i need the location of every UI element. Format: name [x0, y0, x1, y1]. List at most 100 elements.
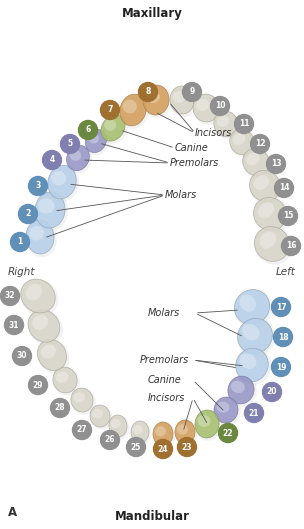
- Circle shape: [78, 121, 98, 140]
- Ellipse shape: [246, 152, 260, 165]
- Ellipse shape: [254, 226, 293, 264]
- Ellipse shape: [88, 133, 99, 143]
- Ellipse shape: [71, 388, 96, 415]
- Circle shape: [50, 398, 70, 417]
- Ellipse shape: [233, 133, 245, 145]
- Ellipse shape: [111, 419, 121, 428]
- Ellipse shape: [170, 86, 197, 117]
- Circle shape: [278, 206, 298, 225]
- Text: A: A: [8, 506, 17, 518]
- Text: 19: 19: [276, 362, 286, 371]
- Ellipse shape: [228, 376, 257, 407]
- Circle shape: [262, 382, 282, 402]
- Circle shape: [11, 233, 29, 251]
- Ellipse shape: [86, 130, 109, 155]
- Ellipse shape: [237, 318, 276, 357]
- Ellipse shape: [21, 279, 58, 316]
- Text: Molars: Molars: [148, 308, 180, 318]
- Ellipse shape: [109, 415, 127, 437]
- Ellipse shape: [254, 226, 290, 261]
- Ellipse shape: [35, 192, 65, 228]
- Ellipse shape: [123, 99, 137, 113]
- Text: 8: 8: [145, 87, 151, 96]
- Ellipse shape: [175, 420, 195, 444]
- Ellipse shape: [51, 171, 66, 186]
- Circle shape: [282, 236, 300, 256]
- Ellipse shape: [243, 148, 269, 176]
- Ellipse shape: [28, 309, 63, 345]
- Ellipse shape: [240, 353, 257, 369]
- Ellipse shape: [146, 90, 160, 103]
- Ellipse shape: [216, 115, 230, 127]
- Text: Premolars: Premolars: [140, 355, 189, 365]
- Text: 11: 11: [239, 120, 249, 129]
- Circle shape: [274, 327, 292, 346]
- Ellipse shape: [67, 145, 92, 174]
- Circle shape: [60, 134, 80, 153]
- Circle shape: [267, 154, 285, 174]
- Ellipse shape: [85, 130, 106, 152]
- Text: 24: 24: [158, 444, 168, 453]
- Ellipse shape: [21, 279, 55, 313]
- Ellipse shape: [250, 170, 280, 202]
- Circle shape: [182, 83, 202, 102]
- Ellipse shape: [109, 415, 130, 440]
- Text: 17: 17: [276, 303, 286, 312]
- Text: 25: 25: [131, 442, 141, 451]
- Ellipse shape: [38, 198, 54, 214]
- Ellipse shape: [35, 191, 68, 231]
- Circle shape: [19, 205, 37, 223]
- Ellipse shape: [243, 149, 272, 179]
- Ellipse shape: [253, 197, 290, 234]
- Ellipse shape: [143, 85, 172, 118]
- Text: 23: 23: [182, 442, 192, 451]
- Ellipse shape: [26, 284, 42, 300]
- Ellipse shape: [154, 422, 175, 449]
- Text: 16: 16: [286, 242, 296, 251]
- Ellipse shape: [53, 367, 77, 393]
- Circle shape: [29, 177, 47, 196]
- Circle shape: [234, 114, 254, 133]
- Circle shape: [271, 297, 291, 316]
- Ellipse shape: [153, 422, 173, 446]
- Text: 10: 10: [215, 102, 225, 111]
- Text: 27: 27: [77, 425, 87, 434]
- Text: 18: 18: [278, 333, 288, 342]
- Ellipse shape: [230, 129, 254, 155]
- Text: 12: 12: [255, 140, 265, 149]
- Ellipse shape: [33, 315, 48, 330]
- Ellipse shape: [242, 324, 259, 341]
- Ellipse shape: [101, 115, 128, 144]
- Circle shape: [1, 287, 19, 306]
- Text: Molars: Molars: [165, 190, 197, 200]
- Text: 21: 21: [249, 408, 259, 417]
- Text: 15: 15: [283, 212, 293, 221]
- Ellipse shape: [155, 426, 166, 436]
- Circle shape: [244, 404, 264, 423]
- Circle shape: [12, 346, 32, 366]
- Text: Canine: Canine: [148, 375, 182, 385]
- Ellipse shape: [29, 226, 44, 241]
- Text: Maxillary: Maxillary: [122, 7, 182, 21]
- Text: Incisors: Incisors: [148, 393, 185, 403]
- Ellipse shape: [193, 94, 219, 122]
- Text: 29: 29: [33, 380, 43, 389]
- Ellipse shape: [71, 388, 93, 412]
- Circle shape: [271, 358, 291, 377]
- Text: 3: 3: [35, 181, 41, 190]
- Text: Mandibular: Mandibular: [115, 509, 189, 523]
- Text: 2: 2: [25, 209, 31, 218]
- Ellipse shape: [236, 348, 271, 385]
- Ellipse shape: [231, 381, 245, 393]
- Ellipse shape: [254, 197, 286, 231]
- Ellipse shape: [104, 119, 116, 131]
- Circle shape: [219, 424, 237, 442]
- Text: 6: 6: [85, 125, 91, 134]
- Ellipse shape: [259, 231, 276, 249]
- Ellipse shape: [90, 405, 110, 427]
- Ellipse shape: [37, 340, 70, 373]
- Ellipse shape: [230, 130, 257, 158]
- Ellipse shape: [193, 94, 222, 125]
- Ellipse shape: [177, 424, 188, 434]
- Text: 31: 31: [9, 321, 19, 330]
